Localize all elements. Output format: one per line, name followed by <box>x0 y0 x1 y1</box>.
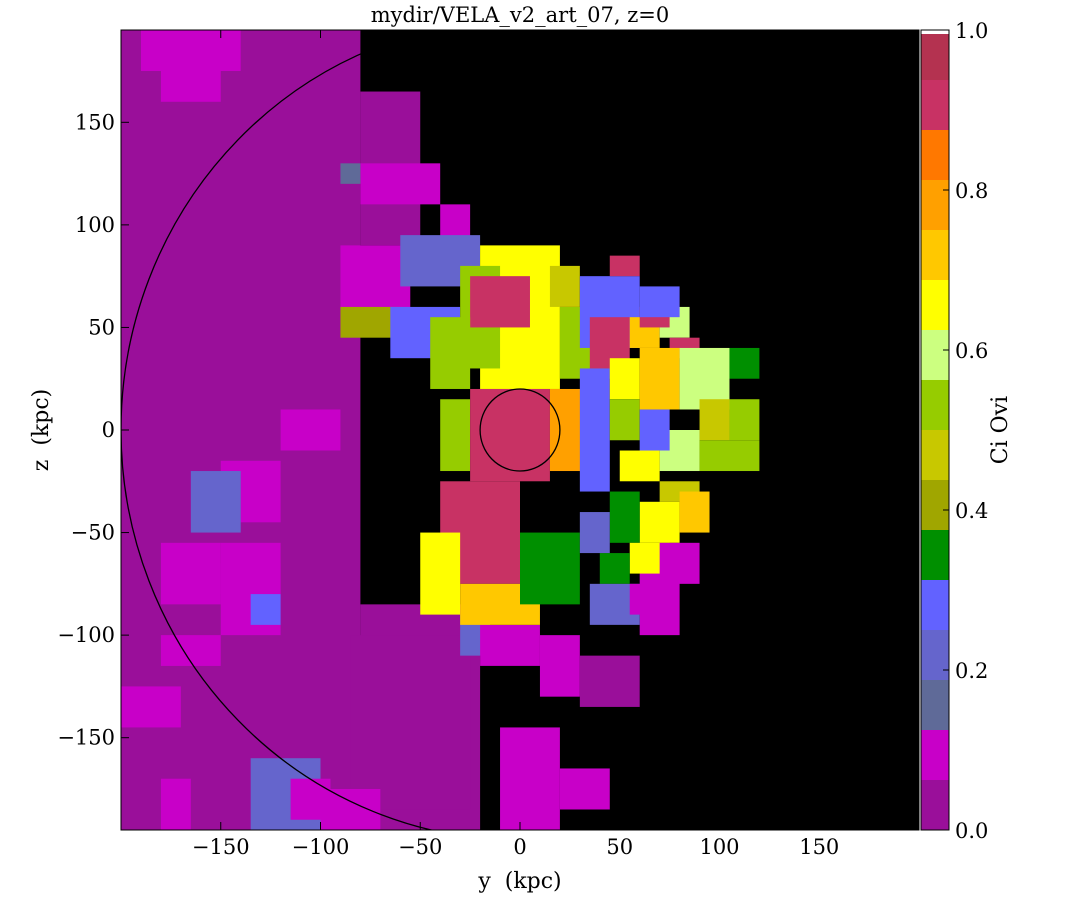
colorbar-bin <box>921 480 949 530</box>
x-tick-label: 50 <box>606 835 633 859</box>
heatmap-cell <box>480 624 540 666</box>
heatmap-cell <box>609 255 640 277</box>
x-tick-label: −150 <box>192 835 250 859</box>
colorbar-bin <box>921 330 949 380</box>
heatmap-cell <box>520 532 580 605</box>
colorbar-tick-label: 0.0 <box>955 819 988 843</box>
colorbar-bin <box>921 34 949 80</box>
colorbar-bin <box>921 780 949 830</box>
heatmap-cell <box>629 583 660 615</box>
heatmap-cell <box>729 347 760 379</box>
radius-circle <box>479 388 561 472</box>
colorbar-bin <box>921 30 949 34</box>
colorbar-bin <box>921 180 949 230</box>
heatmap-cell <box>250 594 281 625</box>
heatmap-cell <box>190 471 241 533</box>
colorbar-frame <box>920 29 950 831</box>
heatmap-cell <box>639 501 680 543</box>
x-axis-label: y (kpc) <box>477 869 561 894</box>
heatmap-cell <box>639 286 680 318</box>
heatmap-cell <box>430 317 471 389</box>
colorbar-bin <box>921 380 949 430</box>
x-tick-label: 150 <box>799 835 839 859</box>
colorbar-bin <box>921 130 949 180</box>
heatmap-cell <box>340 163 361 184</box>
colorbar: 0.0 0.2 0.4 0.6 0.8 1.0 Ci Ovi <box>920 19 1013 843</box>
heatmap-cell <box>160 778 191 830</box>
colorbar-tick-label: 0.4 <box>955 499 988 523</box>
colorbar-bins <box>921 30 949 830</box>
heatmap-cell <box>121 686 181 728</box>
heatmap-cell <box>579 368 610 492</box>
y-tick-label: −50 <box>71 521 115 545</box>
heatmap-cell <box>559 768 610 810</box>
colorbar-tick-label: 0.2 <box>955 659 988 683</box>
heatmap-cell <box>699 399 730 441</box>
colorbar-tick-label: 0.8 <box>955 179 988 203</box>
heatmap-cell <box>470 388 550 482</box>
chart-title: mydir/VELA_v2_art_07, z=0 <box>371 3 669 27</box>
heatmap-cell <box>160 542 221 605</box>
colorbar-bin <box>921 730 949 780</box>
colorbar-bin <box>921 680 949 730</box>
y-tick-label: 50 <box>88 315 115 339</box>
heatmap-cell <box>729 399 760 441</box>
heatmap-cell <box>160 635 221 666</box>
heatmap-cell <box>440 399 471 472</box>
heatmap-cell <box>679 491 710 533</box>
plot-area <box>120 29 920 831</box>
colorbar-label: Ci Ovi <box>988 396 1013 464</box>
colorbar-tick-label: 1.0 <box>955 19 988 43</box>
heatmap-cell <box>599 553 630 584</box>
colorbar-bin <box>921 630 949 680</box>
colorbar-bin <box>921 280 949 330</box>
heatmap-cell <box>280 409 341 451</box>
y-axis-label: z (kpc) <box>29 389 54 471</box>
heatmap-cell <box>579 655 640 707</box>
colorbar-bin <box>921 530 949 580</box>
heatmap-cell <box>639 409 670 451</box>
heatmap-cell <box>470 276 530 328</box>
colorbar-bin <box>921 430 949 480</box>
heatmap-cell <box>619 450 660 482</box>
y-axis: −150 −100 −50 0 50 100 150 <box>57 110 919 750</box>
y-tick-label: −100 <box>57 623 115 647</box>
heatmap-cells <box>121 30 760 830</box>
heatmap-cell <box>160 60 221 102</box>
colorbar-bin <box>921 80 949 130</box>
y-tick-label: −150 <box>57 726 115 750</box>
y-tick-label: 100 <box>75 213 115 237</box>
heatmap-cell <box>579 512 610 554</box>
heatmap-cell <box>539 635 580 697</box>
x-tick-label: −100 <box>292 835 350 859</box>
heatmap-cell <box>350 635 471 810</box>
x-tick-label: 0 <box>513 835 526 859</box>
y-tick-label: 150 <box>75 110 115 134</box>
colorbar-tick-label: 0.6 <box>955 339 988 363</box>
heatmap-cell <box>500 727 560 830</box>
heatmap-cell <box>699 440 760 472</box>
heatmap-cell <box>360 163 441 205</box>
x-axis: −150 −100 −50 0 50 100 150 <box>192 30 839 859</box>
x-tick-label: 100 <box>699 835 739 859</box>
heatmap-cell <box>320 788 381 830</box>
colorbar-bin <box>921 230 949 280</box>
heatmap-cell <box>659 542 700 584</box>
heatmap-cell <box>609 358 640 400</box>
heatmap-cell <box>609 491 640 543</box>
colorbar-bin <box>921 580 949 630</box>
virial-circles <box>121 30 919 830</box>
heatmap-cell <box>549 265 580 307</box>
heatmap-cell <box>609 399 640 441</box>
colorbar-ticks: 0.0 0.2 0.4 0.6 0.8 1.0 <box>943 19 988 843</box>
heatmap-cell <box>639 347 680 410</box>
y-tick-label: 0 <box>102 418 115 442</box>
x-tick-label: −50 <box>398 835 442 859</box>
heatmap-cell <box>420 532 461 615</box>
